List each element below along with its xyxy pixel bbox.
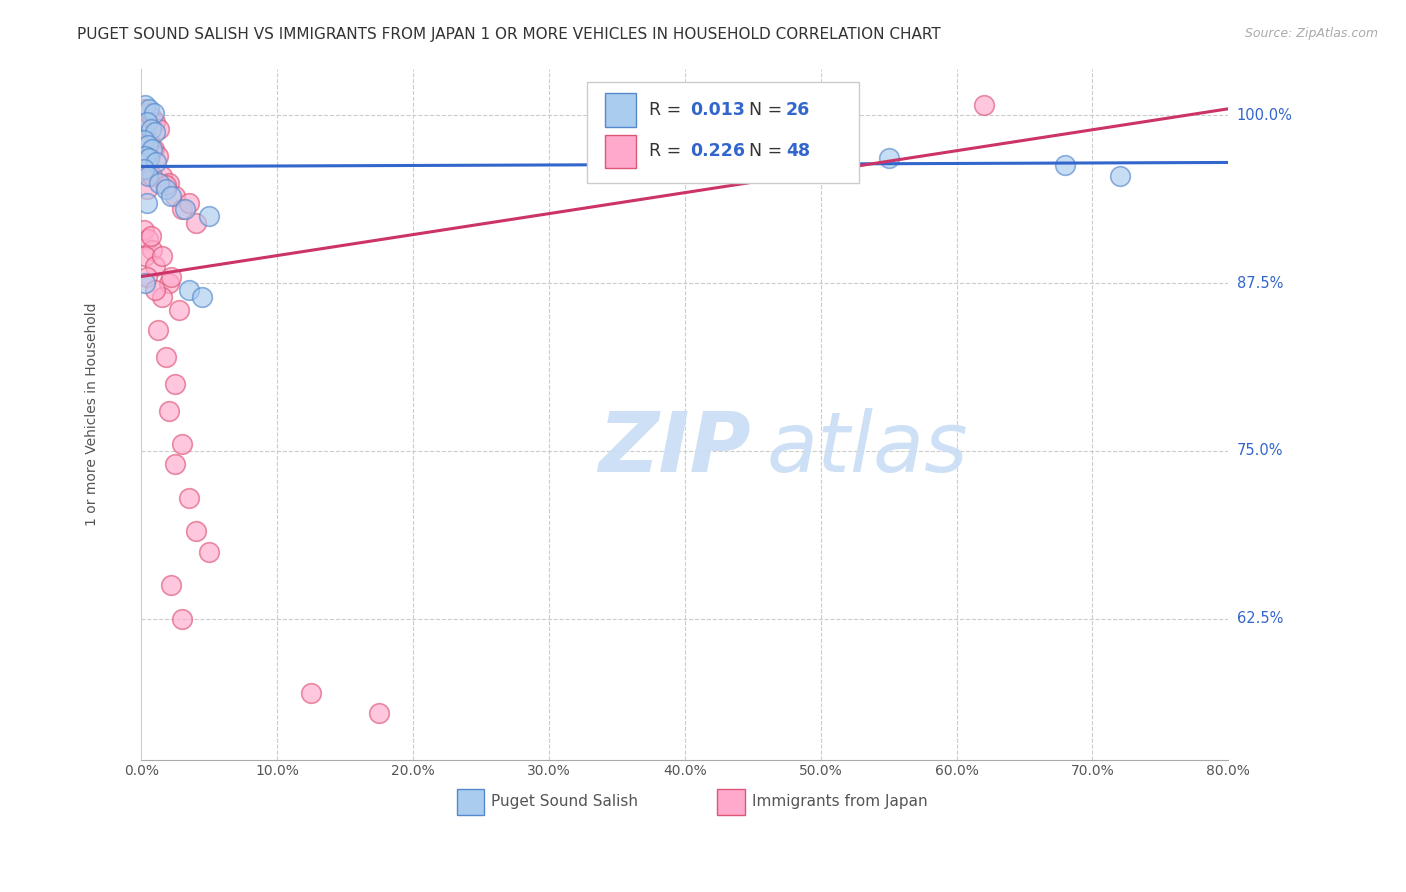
Text: Immigrants from Japan: Immigrants from Japan: [752, 794, 928, 809]
Point: [136, 105, 159, 120]
Bar: [606, 135, 636, 168]
Point: [132, 133, 155, 147]
Point: [148, 122, 170, 136]
Point: [139, 229, 162, 244]
Point: [177, 491, 200, 505]
Text: R =: R =: [650, 143, 686, 161]
Point: [150, 249, 173, 263]
Point: [135, 155, 157, 169]
Point: [1054, 158, 1077, 172]
Point: [160, 189, 183, 203]
Point: [1108, 169, 1130, 183]
Text: 62.5%: 62.5%: [1237, 611, 1284, 626]
Bar: [606, 94, 636, 127]
Point: [135, 115, 157, 129]
Point: [135, 269, 157, 284]
Point: [160, 269, 183, 284]
Point: [136, 138, 159, 153]
Bar: [717, 789, 745, 815]
Text: 0.013: 0.013: [690, 101, 745, 119]
Point: [135, 195, 157, 210]
Point: [172, 437, 194, 451]
Text: 0.226: 0.226: [690, 143, 745, 161]
Point: [141, 169, 163, 183]
Text: R =: R =: [650, 101, 686, 119]
Point: [184, 216, 207, 230]
Point: [198, 209, 221, 223]
Text: 87.5%: 87.5%: [1237, 276, 1284, 291]
Point: [150, 169, 173, 183]
Text: N =: N =: [738, 143, 787, 161]
Text: 48: 48: [786, 143, 810, 161]
Text: ZIP: ZIP: [598, 409, 751, 489]
Point: [150, 290, 173, 304]
Point: [146, 323, 169, 337]
Text: PUGET SOUND SALISH VS IMMIGRANTS FROM JAPAN 1 OR MORE VEHICLES IN HOUSEHOLD CORR: PUGET SOUND SALISH VS IMMIGRANTS FROM JA…: [77, 27, 941, 42]
Point: [169, 303, 191, 318]
Bar: [457, 789, 484, 815]
Point: [138, 162, 160, 177]
Point: [146, 149, 169, 163]
Point: [132, 222, 155, 236]
FancyBboxPatch shape: [588, 82, 859, 183]
Point: [138, 102, 160, 116]
Text: atlas: atlas: [766, 409, 967, 489]
Text: Source: ZipAtlas.com: Source: ZipAtlas.com: [1244, 27, 1378, 40]
Point: [134, 277, 156, 291]
Point: [165, 376, 187, 391]
Point: [155, 182, 177, 196]
Point: [148, 176, 170, 190]
Text: 26: 26: [786, 101, 810, 119]
Text: 1 or more Vehicles in Household: 1 or more Vehicles in Household: [86, 302, 100, 525]
Point: [141, 111, 163, 125]
Point: [143, 115, 166, 129]
Point: [198, 544, 221, 558]
Point: [143, 259, 166, 273]
Point: [143, 125, 166, 139]
Text: 75.0%: 75.0%: [1237, 443, 1284, 458]
Point: [132, 162, 155, 177]
Point: [155, 350, 177, 364]
Point: [138, 136, 160, 150]
Point: [157, 277, 180, 291]
Point: [134, 155, 156, 169]
Point: [143, 283, 166, 297]
Point: [141, 142, 163, 156]
Point: [155, 178, 177, 193]
Point: [145, 155, 167, 169]
Point: [877, 152, 900, 166]
Point: [134, 97, 156, 112]
Point: [173, 202, 195, 217]
Point: [191, 290, 214, 304]
Point: [172, 612, 194, 626]
Point: [142, 105, 165, 120]
Point: [136, 232, 159, 246]
Point: [138, 152, 160, 166]
Point: [160, 578, 183, 592]
Point: [135, 182, 157, 196]
Point: [157, 403, 180, 417]
Point: [165, 189, 187, 203]
Point: [141, 243, 163, 257]
Point: [184, 524, 207, 539]
Point: [368, 706, 391, 720]
Point: [134, 128, 156, 143]
Point: [177, 195, 200, 210]
Point: [177, 283, 200, 297]
Point: [139, 122, 162, 136]
Point: [132, 102, 155, 116]
Point: [142, 142, 165, 156]
Point: [134, 249, 156, 263]
Point: [165, 458, 187, 472]
Point: [157, 176, 180, 190]
Text: 100.0%: 100.0%: [1237, 108, 1292, 123]
Point: [136, 169, 159, 183]
Point: [299, 685, 322, 699]
Point: [172, 202, 194, 217]
Text: N =: N =: [738, 101, 787, 119]
Text: Puget Sound Salish: Puget Sound Salish: [491, 794, 638, 809]
Point: [973, 97, 995, 112]
Point: [134, 149, 156, 163]
